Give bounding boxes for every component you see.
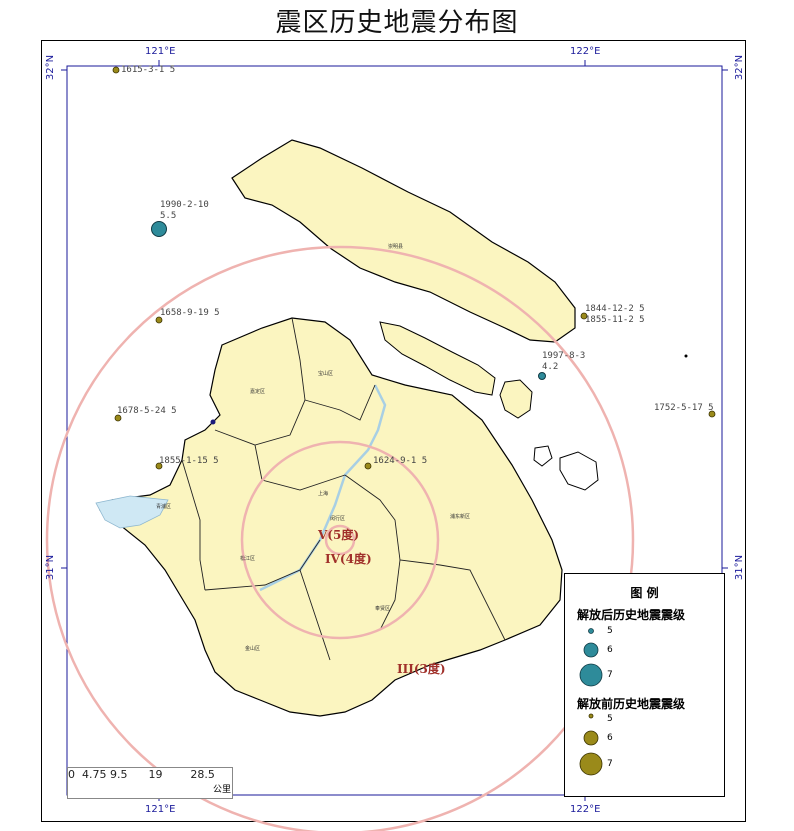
coord-left-top: 32°N [45, 54, 57, 81]
quake-label: 1990-2-10 5.5 [160, 200, 209, 221]
legend-level: 5 [607, 626, 613, 636]
coord-bottom-right: 122°E [570, 804, 601, 815]
chongming-island [231, 139, 576, 343]
ring-iii [45, 245, 635, 831]
legend-level: 5 [607, 714, 613, 724]
shoal-small [533, 445, 553, 467]
jiuduan-shoal [559, 451, 599, 491]
legend-pre-7 [579, 752, 603, 776]
quake-label: 1844-12-2 5 1855-11-2 5 [585, 304, 645, 325]
quake-1997-marker [538, 372, 546, 380]
map-title: 震区历史地震分布图 [275, 8, 519, 38]
district-label: 闵行区 [330, 516, 346, 522]
legend-pre-title: 解放前历史地震震级 [577, 697, 686, 711]
coord-bottom-left: 121°E [145, 804, 176, 815]
coord-left-bottom: 31°N [45, 554, 57, 581]
quake-1855-1-marker [155, 462, 163, 470]
ring-iv [240, 440, 440, 640]
quake-label: 1997-8-3 4.2 [542, 351, 586, 372]
quake-1624-marker [364, 462, 372, 470]
district-label: 崇明县 [388, 244, 404, 250]
coord-top-right: 122°E [570, 46, 601, 57]
quake-1752-marker [708, 410, 716, 418]
district-label: 金山区 [245, 646, 261, 652]
quake-1678-marker [114, 414, 122, 422]
district-label: 青浦区 [156, 504, 172, 510]
quake-label: 1752-5-17 5 [654, 403, 714, 413]
coord-top-left: 121°E [145, 46, 176, 57]
legend-post-5 [588, 628, 594, 634]
scale-unit: 公里 [213, 785, 232, 795]
scale-numbers: 0 4.75 9.5 19 28.5 [68, 768, 215, 781]
legend-level: 6 [607, 733, 613, 743]
district-label: 上海 [318, 491, 329, 497]
scale-bar: 0 4.75 9.5 19 28.5 公里 [67, 767, 233, 799]
map-legend: 图 例 解放后历史地震震级 5 6 7 解放前历史地震震级 5 6 7 [564, 573, 725, 797]
legend-pre-6 [583, 730, 599, 746]
dianshan-lake [95, 495, 169, 529]
legend-level: 6 [607, 645, 613, 655]
quake-1844-marker [580, 312, 588, 320]
district-label: 松江区 [240, 556, 256, 562]
map-frame [41, 40, 746, 822]
coord-right-top: 32°N [734, 54, 746, 81]
legend-post-6 [583, 642, 599, 658]
legend-level: 7 [607, 670, 613, 680]
coord-right-bottom: 31°N [734, 554, 746, 581]
quake-label: 1855-1-15 5 [159, 456, 219, 466]
district-label: 奉贤区 [375, 606, 391, 612]
quake-label: 1624-9-1 5 [373, 456, 428, 466]
quake-1615-marker [112, 66, 120, 74]
island-point [684, 354, 688, 358]
ring-label-v: V(5度) [318, 528, 360, 542]
legend-level: 7 [607, 759, 613, 769]
ring-label-iii: III(3度) [397, 662, 446, 676]
legend-symbols [579, 628, 603, 776]
quake-1990-marker [151, 221, 167, 237]
hengsha-island [499, 379, 533, 419]
legend-title: 图 例 [630, 586, 659, 600]
district-label: 嘉定区 [250, 389, 266, 395]
ring-v [324, 524, 356, 556]
district-label: 宝山区 [318, 371, 334, 377]
quake-label: 1658-9-19 5 [160, 308, 220, 318]
legend-post-title: 解放后历史地震震级 [577, 608, 686, 622]
quake-label: 1615-3-1 5 [121, 65, 176, 75]
intensity-rings [45, 245, 635, 831]
quake-label: 1678-5-24 5 [117, 406, 177, 416]
city-point [210, 419, 216, 425]
district-label: 浦东新区 [450, 514, 471, 520]
graticule-ticks [61, 60, 728, 801]
quake-1658-marker [155, 316, 163, 324]
changxing-island [379, 321, 496, 396]
district-boundaries [181, 317, 506, 661]
ring-label-iv: IV(4度) [325, 552, 372, 566]
legend-pre-5 [588, 713, 594, 719]
legend-post-7 [579, 663, 603, 687]
